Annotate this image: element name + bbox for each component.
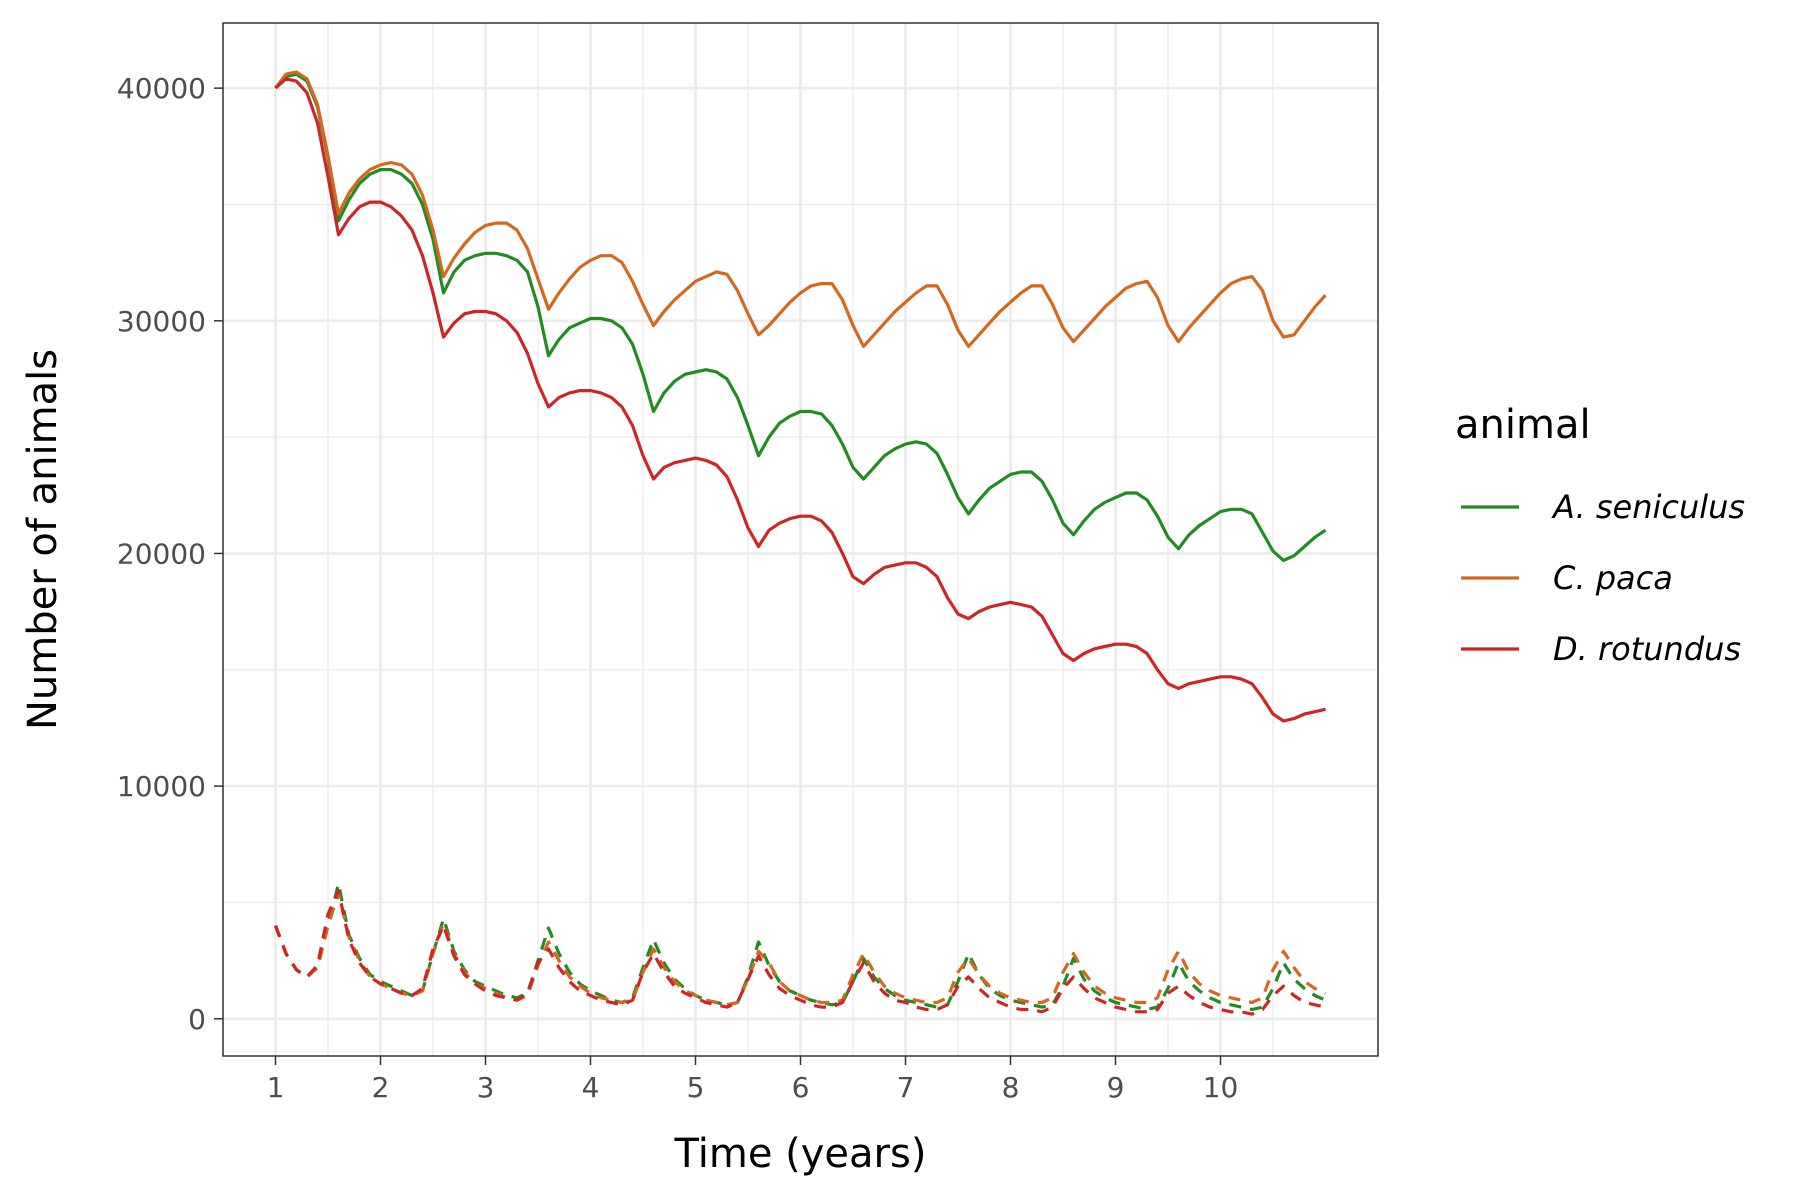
y-tick-label: 0 [188,1003,206,1036]
y-tick-label: 10000 [117,770,206,803]
legend-label: A. seniculus [1551,488,1745,526]
legend-label: D. rotundus [1553,630,1741,668]
gridlines [222,23,1379,1056]
y-tick-label: 30000 [117,305,206,338]
x-tick-label: 6 [792,1071,810,1104]
x-tick-label: 5 [687,1071,705,1104]
legend-label: C. paca [1553,559,1673,597]
series-line-c-paca-dashed [274,891,1327,1007]
x-tick-label: 4 [582,1071,600,1104]
series-line-a-seniculus-dashed [274,882,1327,1012]
series-line-a-seniculus-solid [274,72,1327,562]
series-lines [274,70,1327,1016]
y-tick-label: 20000 [117,537,206,570]
x-tick-label: 9 [1107,1071,1125,1104]
series-line-d-rotundus-dashed [274,889,1326,1016]
x-tick-label: 1 [267,1071,285,1104]
y-tick-label: 40000 [117,72,206,105]
x-tick-label: 10 [1203,1071,1239,1104]
x-tick-label: 7 [897,1071,915,1104]
legend-title: animal [1455,402,1591,448]
x-tick-label: 2 [372,1071,390,1104]
legend: animal A. seniculus C. paca D. rotundus [1455,402,1745,668]
x-tick-label: 8 [1002,1071,1020,1104]
series-line-c-paca-solid [274,70,1327,348]
y-axis: 0 10000 20000 30000 40000 [117,72,223,1036]
x-tick-label: 3 [477,1071,495,1104]
x-axis: 1 2 3 4 5 6 7 8 9 10 [267,1056,1239,1104]
x-axis-title: Time (years) [674,1131,927,1177]
series-line-d-rotundus-solid [274,77,1326,723]
y-axis-title: Number of animals [20,349,66,730]
